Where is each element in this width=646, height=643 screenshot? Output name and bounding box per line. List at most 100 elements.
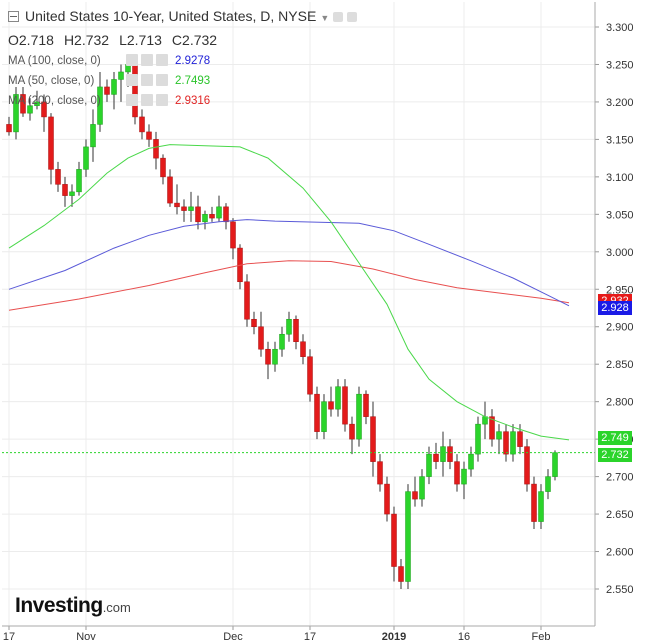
candle-body [552,452,558,477]
candle-body [20,94,26,114]
low-value: L2.713 [119,32,162,48]
candle-body [328,401,334,410]
candle-body [510,431,516,455]
y-tick-label: 2.700 [606,472,634,484]
high-value: H2.732 [63,32,110,48]
candle-body [475,423,481,455]
candle-body [405,491,411,582]
price-tag-ma100: 2.928 [598,300,632,315]
candle-body [83,146,89,170]
candle-body [41,101,47,118]
candle-body [293,318,299,342]
eye-icon[interactable] [126,54,138,66]
candle-body [496,431,502,440]
candle-body [335,386,341,410]
candle-body [27,105,33,114]
y-tick-label: 3.200 [606,97,634,109]
candle-body [412,491,418,500]
candle-body [384,483,390,515]
investing-logo: Investing.com [15,594,131,618]
candle-body [251,318,257,327]
y-tick-label: 2.800 [606,397,634,409]
candle-body [62,184,68,196]
x-tick-label: 2019 [382,631,406,643]
candle-body [230,221,236,249]
close-icon[interactable] [156,74,168,86]
candle-body [356,393,362,440]
indicator-ma50[interactable]: MA (50, close, 0) 2.7493 [8,74,211,88]
eye-icon[interactable] [126,94,138,106]
price-tag-ma50: 2.749 [598,430,632,445]
y-tick-label: 3.300 [606,22,634,34]
gear-icon[interactable] [141,54,153,66]
indicator-ma100[interactable]: MA (100, close, 0) 2.9278 [8,54,210,67]
candle-body [342,386,348,425]
candle-body [419,476,425,500]
y-tick-label: 3.000 [606,247,634,259]
candle-body [370,416,376,462]
logo-text: Investing [15,594,103,617]
candle-body [223,206,229,223]
candle-body [398,566,404,582]
y-tick-label: 3.150 [606,134,634,146]
indicator-ma200[interactable]: MA (200, close, 0) 2.9316 [8,94,211,108]
candle-body [391,513,397,567]
candle-body [258,326,264,350]
y-tick-label: 3.100 [606,172,634,184]
candle-body [538,491,544,522]
eye-icon[interactable] [126,74,138,86]
y-tick-label: 2.900 [606,322,634,334]
indicator-value: 2.7493 [175,75,211,88]
gear-icon[interactable] [141,74,153,86]
candle-body [13,94,19,133]
candle-body [34,101,40,106]
close-icon[interactable] [156,94,168,106]
candle-body [76,169,82,193]
candle-body [118,71,124,80]
y-tick-label: 3.050 [606,209,634,221]
candle-body [195,206,201,223]
candle-body [545,476,551,492]
candle-body [111,79,117,95]
close-value: C2.732 [171,32,218,48]
eye-icon[interactable] [333,12,344,23]
candle-body [188,206,194,211]
y-tick-label: 2.950 [606,284,634,296]
y-tick-label: 2.650 [606,509,634,521]
candle-body [167,176,173,204]
candle-body [209,214,215,219]
ma50-line [8,144,570,441]
chart-title: United States 10-Year, United States, D,… [25,8,317,24]
candle-body [531,483,537,522]
candle-body [90,124,96,148]
candle-body [524,446,530,485]
indicator-label: MA (200, close, 0) [8,95,101,108]
candle-body [363,393,369,417]
y-tick-label: 2.850 [606,359,634,371]
candle-body [321,401,327,432]
moving-average-lines [2,144,595,454]
candle-body [489,416,495,440]
candle-body [244,281,250,320]
x-tick-label: Nov [76,631,96,643]
candle-body [314,393,320,432]
gear-icon[interactable] [347,12,358,23]
candle-body [265,348,271,365]
x-tick-label: 17 [3,631,15,643]
gear-icon[interactable] [141,94,153,106]
y-tick-label: 2.550 [606,584,634,596]
indicator-value: 2.9316 [175,95,211,108]
indicator-label: MA (50, close, 0) [8,75,95,88]
candle-body [97,86,103,125]
candle-body [517,431,523,447]
collapse-icon[interactable] [8,10,19,22]
candle-body [132,64,138,118]
candle-body [447,446,453,462]
candle-body [104,86,110,95]
candle-body [440,446,446,462]
y-tick-label: 3.250 [606,59,634,71]
x-tick-label: 16 [458,631,470,643]
chevron-down-icon[interactable]: ▼ [320,13,330,23]
close-icon[interactable] [156,54,168,66]
